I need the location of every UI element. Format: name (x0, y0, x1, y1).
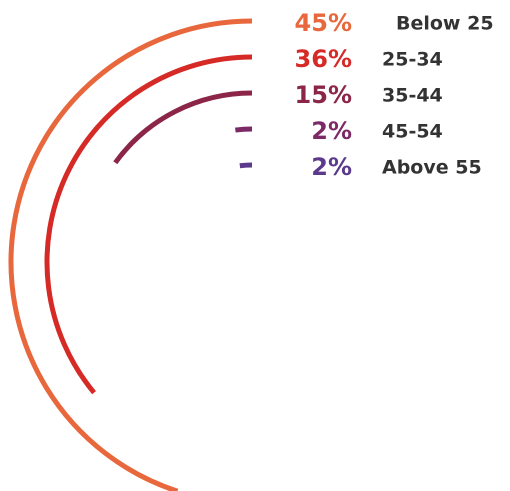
category-label: Above 55 (382, 157, 482, 179)
arc-bar (239, 162, 253, 169)
arc-bar (235, 126, 253, 133)
value-label: 36% (295, 45, 352, 73)
category-label: Below 25 (396, 13, 494, 35)
arc-bar (8, 18, 253, 491)
value-label: 2% (311, 153, 352, 181)
value-label: 2% (311, 117, 352, 145)
arc-bar (113, 90, 253, 165)
category-label: 45-54 (382, 121, 443, 143)
arc-bar (44, 54, 253, 395)
value-label: 45% (295, 9, 352, 37)
value-label: 15% (295, 81, 352, 109)
category-label: 25-34 (382, 49, 443, 71)
category-label: 35-44 (382, 85, 443, 107)
